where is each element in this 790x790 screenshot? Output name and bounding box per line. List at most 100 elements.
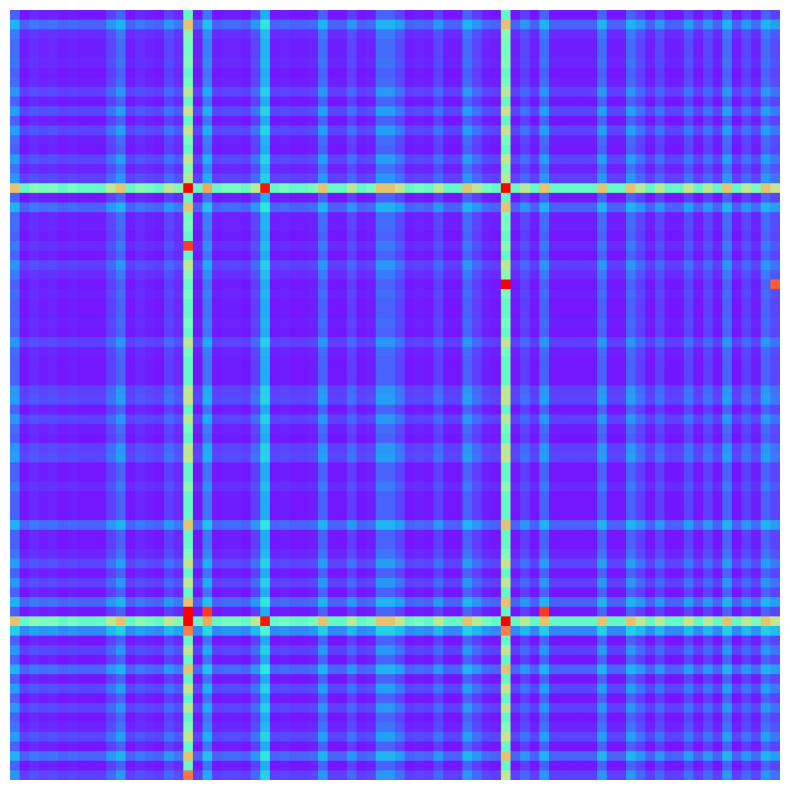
heatmap-cell bbox=[404, 10, 415, 20]
heatmap-cell bbox=[404, 154, 415, 165]
heatmap-cell bbox=[106, 260, 117, 271]
heatmap-cell bbox=[356, 67, 367, 78]
heatmap-cell bbox=[674, 597, 685, 608]
heatmap-cell bbox=[96, 452, 107, 463]
heatmap-cell bbox=[144, 279, 155, 290]
heatmap-cell bbox=[606, 500, 617, 511]
heatmap-cell bbox=[500, 558, 511, 569]
heatmap-cell bbox=[712, 356, 723, 367]
heatmap-cell bbox=[741, 404, 752, 415]
heatmap-cell bbox=[423, 481, 434, 492]
heatmap-cell bbox=[212, 96, 223, 107]
heatmap-cell bbox=[164, 212, 174, 223]
heatmap-cell bbox=[164, 269, 174, 280]
heatmap-cell bbox=[452, 144, 463, 155]
heatmap-cell bbox=[260, 337, 271, 348]
heatmap-cell bbox=[48, 404, 59, 415]
heatmap-cell bbox=[751, 529, 762, 540]
heatmap-cell bbox=[212, 577, 223, 588]
heatmap-cell bbox=[587, 346, 598, 357]
heatmap-cell bbox=[318, 549, 328, 559]
heatmap-cell bbox=[472, 183, 482, 194]
heatmap-cell bbox=[125, 558, 136, 569]
heatmap-cell bbox=[115, 125, 126, 136]
heatmap-cell bbox=[289, 154, 300, 165]
heatmap-cell bbox=[19, 250, 30, 261]
heatmap-cell bbox=[77, 472, 88, 482]
heatmap-cell bbox=[10, 125, 20, 136]
heatmap-cell bbox=[10, 58, 20, 69]
heatmap-cell bbox=[67, 327, 78, 338]
heatmap-cell bbox=[279, 183, 290, 194]
heatmap-cell bbox=[645, 472, 656, 482]
heatmap-cell bbox=[67, 414, 78, 425]
heatmap-cell bbox=[395, 577, 405, 588]
heatmap-cell bbox=[38, 606, 49, 617]
heatmap-cell bbox=[472, 577, 482, 588]
heatmap-cell bbox=[654, 221, 665, 232]
heatmap-cell bbox=[558, 568, 569, 579]
heatmap-cell bbox=[549, 38, 559, 49]
heatmap-cell bbox=[520, 183, 531, 194]
heatmap-cell bbox=[164, 164, 174, 174]
heatmap-cell bbox=[443, 549, 454, 559]
heatmap-cell bbox=[452, 154, 463, 165]
heatmap-cell bbox=[298, 423, 309, 434]
heatmap-cell bbox=[491, 115, 502, 126]
heatmap-cell bbox=[106, 96, 117, 107]
heatmap-cell bbox=[289, 346, 300, 357]
heatmap-cell bbox=[115, 346, 126, 357]
heatmap-cell bbox=[125, 423, 136, 434]
heatmap-cell bbox=[404, 366, 415, 377]
heatmap-cell bbox=[241, 423, 251, 434]
heatmap-cell bbox=[606, 289, 617, 300]
heatmap-cell bbox=[529, 462, 540, 473]
heatmap-cell bbox=[645, 539, 656, 550]
heatmap-cell bbox=[760, 10, 771, 20]
heatmap-cell bbox=[289, 231, 300, 242]
heatmap-cell bbox=[260, 472, 271, 482]
heatmap-cell bbox=[58, 164, 69, 174]
heatmap-cell bbox=[443, 318, 454, 328]
heatmap-cell bbox=[260, 96, 271, 107]
heatmap-cell bbox=[539, 269, 550, 280]
heatmap-cell bbox=[549, 423, 559, 434]
heatmap-cell bbox=[164, 289, 174, 300]
heatmap-cell bbox=[606, 597, 617, 608]
heatmap-cell bbox=[298, 462, 309, 473]
heatmap-cell bbox=[221, 29, 232, 40]
heatmap-cell bbox=[231, 587, 242, 598]
heatmap-cell bbox=[327, 125, 338, 136]
heatmap-cell bbox=[626, 289, 636, 300]
heatmap-cell bbox=[87, 260, 97, 271]
heatmap-cell bbox=[298, 318, 309, 328]
heatmap-cell bbox=[366, 202, 377, 213]
heatmap-cell bbox=[385, 125, 396, 136]
heatmap-cell bbox=[48, 106, 59, 117]
heatmap-cell bbox=[462, 443, 473, 454]
heatmap-cell bbox=[356, 597, 367, 608]
heatmap-cell bbox=[491, 433, 502, 444]
heatmap-cell bbox=[192, 67, 203, 78]
heatmap-cell bbox=[77, 164, 88, 174]
heatmap-cell bbox=[366, 154, 377, 165]
heatmap-cell bbox=[115, 558, 126, 569]
heatmap-cell bbox=[250, 173, 261, 184]
heatmap-cell bbox=[327, 279, 338, 290]
heatmap-cell bbox=[38, 366, 49, 377]
heatmap-cell bbox=[38, 173, 49, 184]
heatmap-cell bbox=[500, 154, 511, 165]
heatmap-cell bbox=[279, 462, 290, 473]
heatmap-cell bbox=[164, 96, 174, 107]
heatmap-cell bbox=[231, 529, 242, 540]
heatmap-cell bbox=[250, 375, 261, 386]
heatmap-cell bbox=[67, 568, 78, 579]
heatmap-cell bbox=[10, 568, 20, 579]
heatmap-cell bbox=[366, 241, 377, 251]
heatmap-cell bbox=[443, 404, 454, 415]
heatmap-cell bbox=[500, 491, 511, 502]
heatmap-cell bbox=[202, 269, 213, 280]
heatmap-cell bbox=[385, 202, 396, 213]
heatmap-cell bbox=[231, 327, 242, 338]
heatmap-cell bbox=[472, 539, 482, 550]
